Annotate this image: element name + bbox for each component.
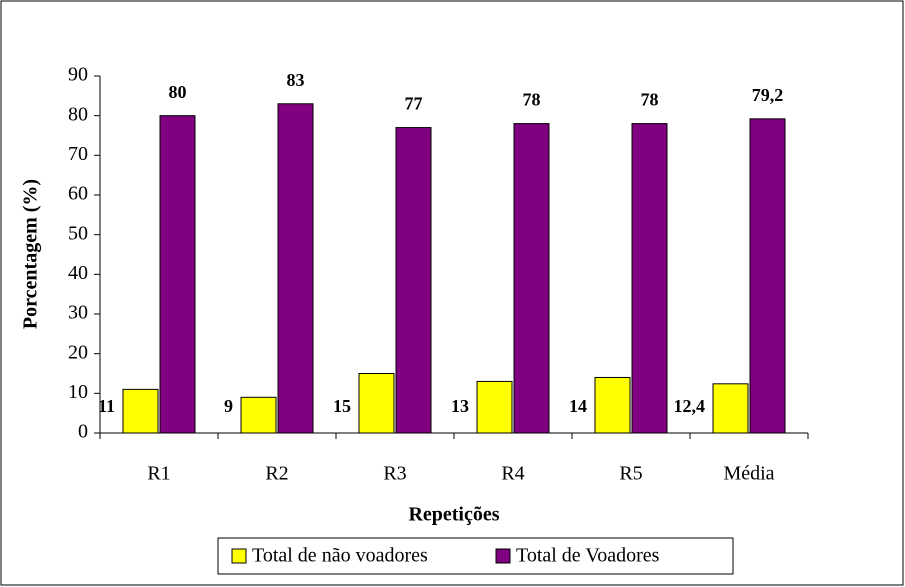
legend-label: Total de não voadores [252, 545, 428, 567]
y-tick-label: 40 [68, 262, 88, 284]
legend-box [217, 537, 734, 575]
y-tick-label: 20 [68, 341, 88, 363]
bar [395, 127, 432, 434]
bar [159, 115, 196, 434]
legend-swatch [495, 548, 511, 564]
x-tick-label: R1 [147, 463, 170, 485]
y-tick-label: 70 [68, 143, 88, 165]
x-axis-title: Repetições [408, 504, 499, 526]
y-axis-title: Porcentagem (%) [20, 179, 42, 329]
y-tick-label: 60 [68, 183, 88, 205]
bar [749, 118, 786, 434]
value-label: 78 [523, 90, 541, 110]
y-tick-label: 30 [68, 302, 88, 324]
value-label: 79,2 [752, 85, 784, 105]
y-tick-label: 10 [68, 381, 88, 403]
y-tick-label: 90 [68, 64, 88, 86]
y-tick-label: 50 [68, 222, 88, 244]
bar [712, 383, 749, 434]
bar [122, 388, 159, 434]
value-label: 11 [98, 396, 115, 416]
x-tick-label: R5 [619, 463, 642, 485]
x-tick-label: R3 [383, 463, 406, 485]
value-label: 78 [641, 90, 659, 110]
value-label: 77 [405, 94, 423, 114]
y-tick-label: 0 [78, 421, 88, 443]
bar [358, 373, 395, 434]
legend-label: Total de Voadores [516, 545, 660, 567]
value-label: 13 [451, 396, 469, 416]
bar [631, 123, 668, 434]
legend-swatch [231, 548, 247, 564]
value-label: 14 [569, 396, 587, 416]
y-tick-label: 80 [68, 103, 88, 125]
value-label: 80 [169, 82, 187, 102]
value-label: 83 [287, 70, 305, 90]
value-label: 12,4 [674, 396, 706, 416]
x-tick-label: R4 [501, 463, 524, 485]
value-label: 15 [333, 396, 351, 416]
value-label: 9 [224, 396, 233, 416]
x-tick-label: R2 [265, 463, 288, 485]
bar [277, 103, 314, 434]
x-tick-label: Média [723, 463, 774, 485]
bar [240, 396, 277, 434]
bar [513, 123, 550, 434]
bar [594, 376, 631, 434]
bar [476, 380, 513, 434]
